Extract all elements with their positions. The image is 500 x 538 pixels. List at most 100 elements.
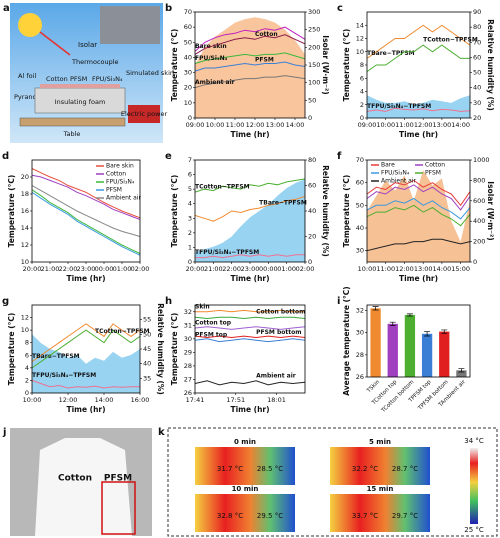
foam: [34, 87, 126, 114]
line: [366, 197, 471, 220]
image-title: 0 min: [234, 438, 256, 446]
line: [366, 184, 471, 211]
label: Thermocouple: [71, 58, 119, 66]
y2-tick-label: 40: [143, 360, 151, 368]
arrow: [39, 31, 71, 56]
x-tick-label: 20:00: [23, 265, 42, 273]
series-label: TBare−TPFSM: [32, 353, 80, 360]
bar: [387, 323, 398, 377]
x-tick-label: 12:00: [395, 265, 414, 273]
image-title: 15 min: [367, 485, 394, 493]
line: [194, 380, 306, 386]
y2-tick-label: 50: [473, 69, 481, 77]
y-tick-label: 30: [184, 335, 192, 343]
y-tick-label: 3: [188, 214, 192, 222]
temp-left: 33.7 °C: [352, 512, 378, 520]
y-tick-label: 18: [21, 190, 29, 198]
y2-tick-label: 40: [308, 207, 316, 215]
plot-frame: [31, 304, 141, 394]
y2-tick-label: 55: [143, 316, 151, 324]
y2-tick-label: 50: [308, 96, 316, 104]
y-tick-label: 2: [25, 376, 29, 384]
y-tick-label: 6: [360, 74, 364, 82]
legend-label: PFSM: [425, 170, 441, 177]
x-tick-label: 10:00: [376, 121, 395, 129]
y-label: Temperature (°C): [342, 175, 351, 248]
y2-tick-label: 150: [308, 61, 320, 69]
series-label: TFPU/Si₃N₄−TPFSM: [367, 103, 431, 110]
temp-left: 32.2 °C: [352, 465, 378, 473]
y2-label: Isolar (W·m⁻²): [486, 181, 495, 240]
x-tick-label: 14:00: [286, 121, 305, 129]
y2-label: Isolar (W·m⁻²): [321, 35, 330, 94]
y-tick-label: 1: [188, 243, 192, 251]
temp-right: 29.7 °C: [392, 512, 418, 520]
legend-label: Bare skin: [106, 163, 134, 170]
x-tick-label: 11:00: [226, 121, 245, 129]
y-tick-label: 28: [184, 362, 192, 370]
thermal-image: [195, 494, 295, 532]
y-tick-label: 40: [356, 224, 364, 232]
label: Al foil: [18, 72, 36, 80]
y-tick-label: 0: [25, 389, 29, 397]
x-tick-label: 21:00: [41, 265, 60, 273]
y-tick-label: 6: [188, 171, 192, 179]
y-label: Temperature (°C): [342, 29, 351, 102]
series-label: PFSM: [255, 57, 274, 64]
x-tick-label: 01:00: [277, 265, 296, 273]
y-tick-label: 30: [184, 69, 192, 77]
series-label: TCotton−TPFSM: [423, 37, 478, 44]
y-tick-label: 10: [356, 48, 364, 56]
line: [195, 254, 305, 259]
x-tick-label: 17:51: [226, 396, 245, 404]
x-tick-label: 10:00: [206, 121, 225, 129]
y-tick-label: 12: [21, 241, 29, 249]
y-tick-label: 6: [25, 351, 29, 359]
y2-tick-label: 800: [473, 176, 485, 184]
x-tick-label: 23:00: [77, 265, 96, 273]
image-title: 5 min: [369, 438, 391, 446]
series-label: Ambient air: [195, 79, 235, 86]
y-label: Average temperature (°C): [342, 286, 351, 395]
y2-label: Relative humidity (%): [156, 303, 165, 395]
panel-letter: i: [337, 296, 340, 307]
power-box: [128, 105, 160, 123]
y-tick-label: 0: [188, 114, 192, 122]
y2-tick-label: 200: [473, 238, 485, 246]
y2-tick-label: 45: [143, 345, 151, 353]
x-tick-label: 13:00: [266, 121, 285, 129]
colorbar: [470, 448, 478, 524]
temp-left: 32.8 °C: [217, 512, 243, 520]
label: PFSM: [104, 474, 132, 484]
y2-tick-label: 80: [473, 23, 481, 31]
series-label: Cotton bottom: [256, 309, 305, 316]
y-tick-label: 28: [356, 351, 364, 359]
y2-label: Relative humidity (%): [486, 19, 495, 111]
plot-frame: [194, 304, 306, 394]
y-tick-label: 10: [184, 99, 192, 107]
panel-a: a Isolar Al foil Pyranometer Thermocoupl…: [3, 3, 174, 143]
sun: [18, 13, 42, 37]
line: [194, 316, 306, 320]
x-tick-label: 20:00: [186, 265, 205, 273]
skin: [40, 84, 120, 88]
y-tick-label: 29: [184, 348, 192, 356]
y-tick-label: 2: [188, 229, 192, 237]
area: [367, 95, 470, 118]
y-tick-label: 40: [184, 53, 192, 61]
panel-letter: g: [2, 296, 9, 307]
y-label: Temperature (°C): [170, 175, 179, 248]
label: Simulated skin: [126, 69, 174, 77]
area: [195, 17, 305, 118]
bar: [404, 314, 416, 377]
x-tick-label: 15:00: [451, 265, 470, 273]
legend-label: Ambient air: [106, 195, 142, 202]
line: [194, 52, 306, 64]
series-label: Cotton top: [195, 320, 232, 327]
plot-frame: [366, 304, 471, 378]
panel-letter: b: [165, 3, 172, 14]
line: [194, 338, 306, 343]
y-tick-label: 12: [356, 35, 364, 43]
line: [194, 326, 306, 330]
